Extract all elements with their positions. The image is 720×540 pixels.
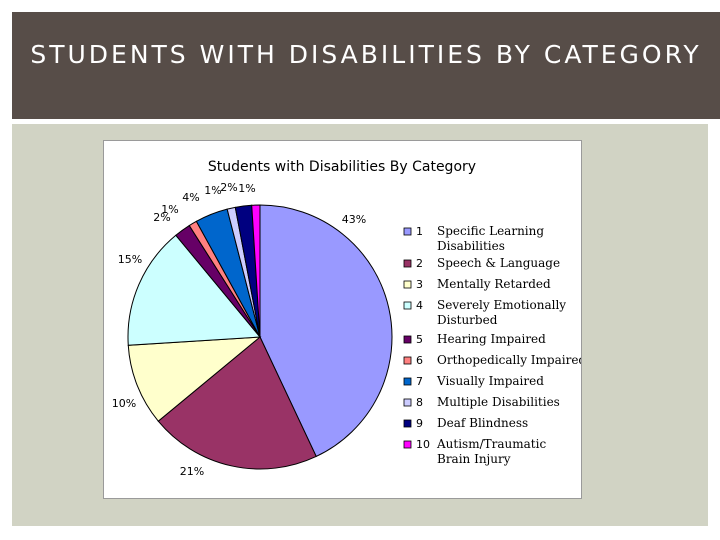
legend-swatch-8 [403, 398, 412, 407]
legend-label-8: Multiple Disabilities [437, 395, 560, 409]
legend-number-5: 5 [416, 333, 423, 346]
legend-number-2: 2 [416, 257, 423, 270]
legend-label-7: Visually Impaired [436, 374, 544, 388]
legend-swatch-3 [403, 280, 412, 289]
legend-swatch-6 [403, 356, 412, 365]
slice-label-3: 10% [112, 397, 136, 410]
pie-slice-2 [157, 336, 317, 470]
pie-chart: Students with Disabilities By Category 43… [103, 140, 582, 499]
legend-swatch-7 [403, 377, 412, 386]
slice-label-8: 1% [204, 184, 221, 197]
pie-slice-3 [127, 336, 262, 422]
legend-label-3: Mentally Retarded [437, 277, 551, 291]
legend-number-8: 8 [416, 396, 423, 409]
legend-number-1: 1 [416, 225, 423, 238]
slice-label-4: 15% [118, 253, 142, 266]
legend-swatch-5 [403, 335, 412, 344]
title-bar: STUDENTS WITH DISABILITIES BY CATEGORY [12, 12, 720, 119]
legend-number-4: 4 [416, 299, 423, 312]
legend-label-9: Deaf Blindness [437, 416, 528, 430]
legend-swatch-2 [403, 259, 412, 268]
legend-swatch-4 [403, 301, 412, 310]
legend-number-9: 9 [416, 417, 423, 430]
chart-title: Students with Disabilities By Category [208, 159, 476, 175]
legend-label-1: Specific Learning Disabilities [437, 224, 544, 253]
legend-number-7: 7 [416, 375, 423, 388]
legend-label-2: Speech & Language [437, 256, 560, 270]
slice-label-10: 1% [238, 182, 255, 195]
legend-swatch-10 [403, 440, 412, 449]
slide-title: STUDENTS WITH DISABILITIES BY CATEGORY [30, 40, 702, 69]
pie-slice-10 [251, 204, 261, 338]
pie-slice-1 [259, 204, 393, 458]
slice-label-7: 4% [182, 191, 199, 204]
legend-swatch-1 [403, 227, 412, 236]
slice-label-2: 21% [180, 465, 204, 478]
legend-label-4: Severely Emotionally Disturbed [437, 298, 566, 327]
legend-swatch-9 [403, 419, 412, 428]
legend-number-10: 10 [416, 438, 430, 451]
pie-slice-4 [127, 234, 262, 346]
chart-svg: Students with Disabilities By Category43… [112, 159, 581, 478]
legend-label-10: Autism/Traumatic Brain Injury [436, 437, 546, 466]
slice-label-9: 2% [220, 181, 237, 194]
legend-label-6: Orthopedically Impaired [437, 353, 581, 367]
legend-number-6: 6 [416, 354, 423, 367]
slice-label-6: 1% [161, 203, 178, 216]
legend-number-3: 3 [416, 278, 423, 291]
slice-label-1: 43% [342, 213, 366, 226]
slice-label-5: 2% [153, 211, 170, 224]
legend-label-5: Hearing Impaired [437, 332, 546, 346]
